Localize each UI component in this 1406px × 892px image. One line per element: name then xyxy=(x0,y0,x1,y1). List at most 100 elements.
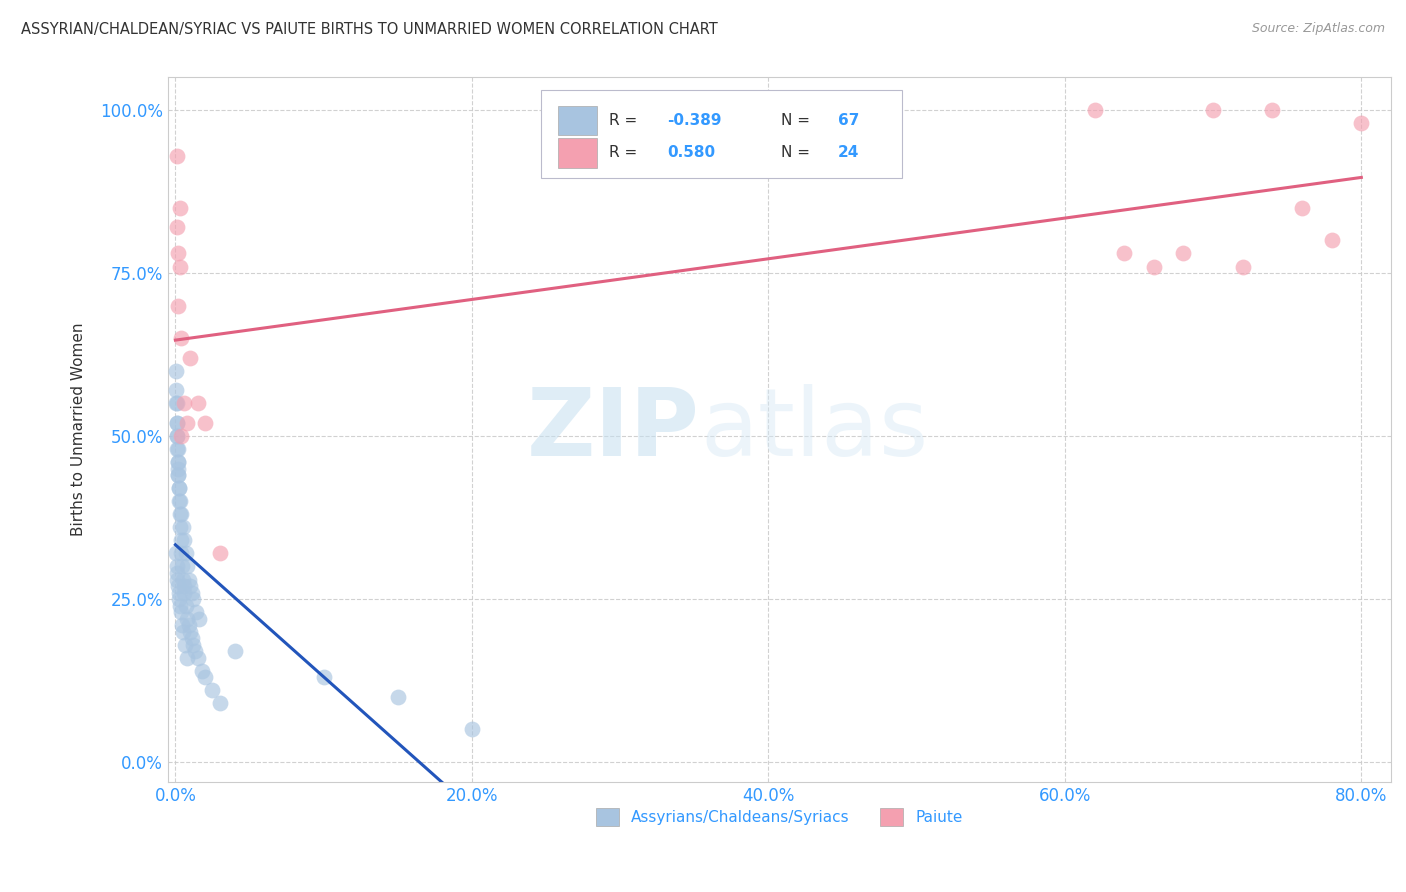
Point xyxy=(167,494,190,508)
Point xyxy=(176,416,198,430)
FancyBboxPatch shape xyxy=(541,90,901,178)
Point xyxy=(169,605,191,619)
Point xyxy=(166,559,188,574)
Point xyxy=(167,481,190,495)
Point xyxy=(173,396,195,410)
Text: N =: N = xyxy=(780,113,814,128)
Point xyxy=(188,612,211,626)
Point xyxy=(170,618,193,632)
Point xyxy=(170,559,193,574)
Point xyxy=(169,508,191,522)
Point xyxy=(186,605,208,619)
Point xyxy=(172,520,194,534)
Point xyxy=(167,468,190,483)
Text: -0.389: -0.389 xyxy=(666,113,721,128)
Point xyxy=(387,690,409,704)
Text: R =: R = xyxy=(609,113,643,128)
Point xyxy=(1350,116,1372,130)
Point xyxy=(166,149,188,163)
Point xyxy=(208,697,231,711)
Point xyxy=(194,416,217,430)
Text: ASSYRIAN/CHALDEAN/SYRIAC VS PAIUTE BIRTHS TO UNMARRIED WOMEN CORRELATION CHART: ASSYRIAN/CHALDEAN/SYRIAC VS PAIUTE BIRTH… xyxy=(21,22,718,37)
Point xyxy=(1261,103,1284,117)
Point xyxy=(187,650,209,665)
Point xyxy=(208,546,231,560)
Point xyxy=(172,573,194,587)
Point xyxy=(180,585,202,599)
Point xyxy=(176,559,198,574)
Point xyxy=(177,618,200,632)
Point xyxy=(166,573,188,587)
Point xyxy=(169,494,191,508)
Point xyxy=(167,585,190,599)
Text: Source: ZipAtlas.com: Source: ZipAtlas.com xyxy=(1251,22,1385,36)
Point xyxy=(194,670,217,684)
Point xyxy=(1320,234,1343,248)
Point xyxy=(166,566,188,580)
Text: 24: 24 xyxy=(838,145,859,161)
Point xyxy=(187,396,209,410)
Bar xyxy=(558,105,598,136)
Point xyxy=(191,664,214,678)
Point xyxy=(169,260,191,274)
Point xyxy=(1114,246,1136,260)
Point xyxy=(166,416,188,430)
Text: ZIP: ZIP xyxy=(527,384,700,475)
Point xyxy=(170,508,193,522)
Point xyxy=(167,299,190,313)
Point xyxy=(181,638,204,652)
Legend: Assyrians/Chaldeans/Syriacs, Paiute: Assyrians/Chaldeans/Syriacs, Paiute xyxy=(589,800,970,834)
Point xyxy=(173,533,195,548)
Point xyxy=(167,455,190,469)
Point xyxy=(167,461,190,475)
Point xyxy=(166,455,188,469)
Point xyxy=(165,546,187,560)
Point xyxy=(167,592,190,607)
Point xyxy=(165,364,187,378)
Point xyxy=(177,573,200,587)
Point xyxy=(172,624,194,639)
Point xyxy=(1291,201,1313,215)
Point xyxy=(166,416,188,430)
Text: atlas: atlas xyxy=(700,384,928,475)
Text: 0.580: 0.580 xyxy=(666,145,716,161)
Point xyxy=(167,468,190,483)
Point xyxy=(173,579,195,593)
Point xyxy=(166,220,188,235)
Point xyxy=(224,644,246,658)
Point xyxy=(169,201,191,215)
Point xyxy=(179,624,201,639)
Point xyxy=(165,396,187,410)
Point xyxy=(170,546,193,560)
Point xyxy=(174,546,197,560)
Point xyxy=(169,599,191,613)
Point xyxy=(176,612,198,626)
Point xyxy=(170,429,193,443)
Point xyxy=(312,670,335,684)
Point xyxy=(166,396,188,410)
Point xyxy=(167,246,190,260)
Point xyxy=(179,579,201,593)
Point xyxy=(166,442,188,456)
Point xyxy=(181,592,204,607)
Point xyxy=(1083,103,1105,117)
Text: R =: R = xyxy=(609,145,643,161)
Point xyxy=(461,723,484,737)
Bar xyxy=(558,138,598,168)
Point xyxy=(167,579,190,593)
Point xyxy=(180,631,202,645)
Point xyxy=(179,351,201,365)
Point xyxy=(174,599,197,613)
Point xyxy=(1143,260,1166,274)
Point xyxy=(1173,246,1195,260)
Point xyxy=(174,638,197,652)
Point xyxy=(166,429,188,443)
Point xyxy=(176,650,198,665)
Text: N =: N = xyxy=(780,145,814,161)
Text: 67: 67 xyxy=(838,113,859,128)
Point xyxy=(166,429,188,443)
Point xyxy=(170,331,193,345)
Point xyxy=(1202,103,1225,117)
Point xyxy=(183,644,205,658)
Point xyxy=(170,533,193,548)
